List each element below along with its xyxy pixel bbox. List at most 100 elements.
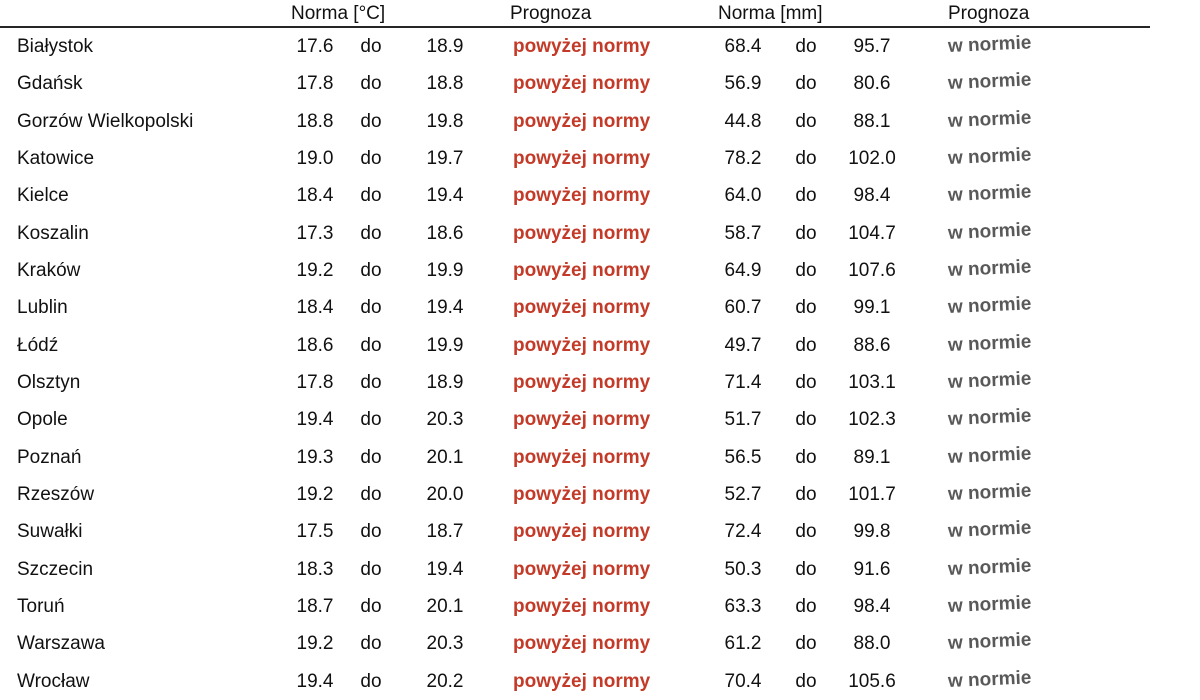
range-separator: do xyxy=(360,73,382,95)
table-row: Szczecin 18.3 do 19.4 powyżej normy 50.3 do 91.… xyxy=(0,551,1200,588)
range-separator: do xyxy=(360,185,382,207)
temp-min-value: 18.8 xyxy=(296,110,334,132)
precip-min-value: 52.7 xyxy=(724,484,762,506)
table-row: Rzeszów 19.2 do 20.0 powyżej normy 52.7 do 101.… xyxy=(0,476,1200,513)
precip-max-value: 103.1 xyxy=(848,372,896,394)
temp-forecast: powyżej normy xyxy=(513,260,651,282)
temp-forecast: powyżej normy xyxy=(513,633,651,655)
temp-max-value: 18.6 xyxy=(426,222,464,244)
range-separator: do xyxy=(795,260,817,282)
table-row: Lublin 18.4 do 19.4 powyżej normy 60.7 do 99.1 w… xyxy=(0,289,1200,326)
city-name: Kielce xyxy=(17,185,69,207)
range-separator: do xyxy=(795,484,817,506)
precip-forecast-cell: w normie xyxy=(910,331,1200,356)
precip-forecast: w normie xyxy=(947,667,1032,692)
temp-max-value: 20.3 xyxy=(426,409,464,431)
temp-forecast: powyżej normy xyxy=(513,484,651,506)
precip-forecast-cell: w normie xyxy=(910,406,1200,431)
precip-max-value: 91.6 xyxy=(853,558,891,580)
precip-max-value: 89.1 xyxy=(853,446,891,468)
city-name: Opole xyxy=(17,409,68,431)
table-row: Kraków 19.2 do 19.9 powyżej normy 64.9 do 107.6… xyxy=(0,252,1200,289)
range-separator: do xyxy=(795,446,817,468)
temp-min-value: 19.3 xyxy=(296,446,334,468)
range-separator: do xyxy=(360,36,382,58)
precip-max-value: 98.4 xyxy=(853,596,891,618)
precip-min-value: 56.9 xyxy=(724,73,762,95)
table-row: Opole 19.4 do 20.3 powyżej normy 51.7 do 102.3 w… xyxy=(0,401,1200,438)
temp-min-value: 18.4 xyxy=(296,185,334,207)
header-rule xyxy=(0,26,1150,28)
table-row: Białystok 17.6 do 18.9 powyżej normy 68.4 do 95… xyxy=(0,28,1200,65)
precip-min-value: 58.7 xyxy=(724,222,762,244)
precip-forecast: w normie xyxy=(947,144,1032,170)
temp-max-value: 20.2 xyxy=(426,670,464,692)
precip-min-value: 61.2 xyxy=(724,633,762,655)
header-temp-forecast: Prognoza xyxy=(510,2,592,24)
temp-forecast: powyżej normy xyxy=(513,110,651,132)
table-header-row: Norma [°C] Prognoza Norma [mm] Prognoza xyxy=(0,0,1200,26)
table-row: Koszalin 17.3 do 18.6 powyżej normy 58.7 do 104… xyxy=(0,215,1200,252)
precip-forecast: w normie xyxy=(947,69,1032,95)
temp-forecast: powyżej normy xyxy=(513,73,651,95)
range-separator: do xyxy=(795,596,817,618)
temp-min-value: 19.2 xyxy=(296,633,334,655)
temp-min-value: 18.7 xyxy=(296,596,334,618)
precip-forecast-cell: w normie xyxy=(910,667,1200,692)
precip-forecast-cell: w normie xyxy=(910,219,1200,244)
precip-forecast: w normie xyxy=(947,181,1032,207)
precip-forecast-cell: w normie xyxy=(910,181,1200,207)
precip-max-value: 102.3 xyxy=(848,409,896,431)
city-name: Rzeszów xyxy=(17,484,95,506)
range-separator: do xyxy=(360,446,382,468)
temp-max-value: 19.4 xyxy=(426,297,464,319)
precip-max-value: 88.1 xyxy=(853,110,891,132)
temp-max-value: 18.9 xyxy=(426,36,464,58)
temp-max-value: 18.7 xyxy=(426,521,464,543)
temp-min-value: 19.2 xyxy=(296,484,334,506)
city-name: Koszalin xyxy=(17,222,89,244)
precip-max-value: 88.6 xyxy=(853,334,891,356)
precip-forecast: w normie xyxy=(947,480,1032,506)
precip-max-value: 105.6 xyxy=(848,670,896,692)
temp-min-value: 19.0 xyxy=(296,148,334,170)
temp-forecast: powyżej normy xyxy=(513,372,651,394)
temp-forecast: powyżej normy xyxy=(513,409,651,431)
temp-max-value: 20.1 xyxy=(426,596,464,618)
precip-forecast: w normie xyxy=(947,629,1032,655)
temp-max-value: 19.4 xyxy=(426,185,464,207)
range-separator: do xyxy=(360,334,382,356)
range-separator: do xyxy=(795,558,817,580)
precip-forecast: w normie xyxy=(947,107,1032,132)
precip-min-value: 68.4 xyxy=(724,36,762,58)
precip-min-value: 63.3 xyxy=(724,596,762,618)
precip-forecast-cell: w normie xyxy=(910,518,1200,543)
temp-max-value: 19.9 xyxy=(426,260,464,282)
precip-min-value: 70.4 xyxy=(724,670,762,692)
range-separator: do xyxy=(795,36,817,58)
city-name: Gdańsk xyxy=(17,73,83,95)
precip-forecast: w normie xyxy=(947,256,1032,282)
table-row: Toruń 18.7 do 20.1 powyżej normy 63.3 do 98.4 w … xyxy=(0,588,1200,625)
temp-forecast: powyżej normy xyxy=(513,334,651,356)
city-name: Szczecin xyxy=(17,558,94,580)
temp-max-value: 20.3 xyxy=(426,633,464,655)
precip-forecast: w normie xyxy=(947,368,1032,394)
header-temp-norm: Norma [°C] xyxy=(291,2,386,24)
table-row: Katowice 19.0 do 19.7 powyżej normy 78.2 do 102… xyxy=(0,140,1200,177)
temp-max-value: 19.9 xyxy=(426,334,464,356)
city-name: Lublin xyxy=(17,297,68,319)
precip-min-value: 78.2 xyxy=(724,148,762,170)
city-name: Białystok xyxy=(17,36,94,58)
city-name: Katowice xyxy=(17,148,95,170)
table-row: Suwałki 17.5 do 18.7 powyżej normy 72.4 do 99.8… xyxy=(0,513,1200,550)
range-separator: do xyxy=(360,633,382,655)
range-separator: do xyxy=(795,670,817,692)
precip-forecast-cell: w normie xyxy=(910,33,1200,58)
range-separator: do xyxy=(360,297,382,319)
temp-max-value: 20.1 xyxy=(426,446,464,468)
precip-forecast: w normie xyxy=(947,219,1032,244)
table-row: Łódź 18.6 do 19.9 powyżej normy 49.7 do 88.6 w n… xyxy=(0,327,1200,364)
header-precip-norm: Norma [mm] xyxy=(718,2,823,24)
